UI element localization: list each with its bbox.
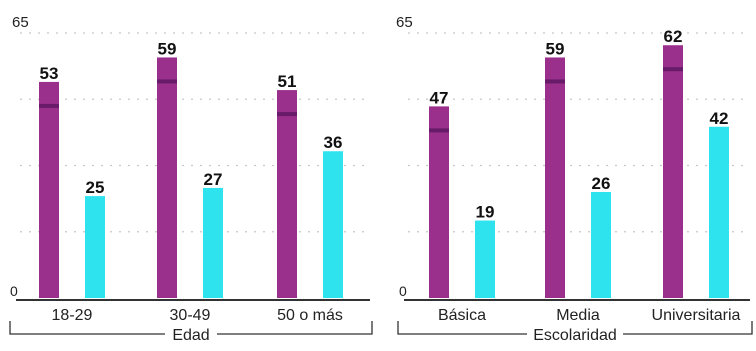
data-label: 36 (324, 133, 343, 152)
x-tick-label: Universitaria (652, 307, 741, 324)
bar-purple-1 (545, 57, 565, 298)
data-label: 59 (546, 39, 565, 58)
data-label: 53 (40, 64, 59, 83)
data-label: 27 (204, 170, 223, 189)
x-axis-title: Edad (172, 327, 209, 344)
data-label: 47 (430, 88, 449, 107)
bar-band-1 (157, 79, 177, 84)
bar-cyan-2 (709, 126, 729, 299)
bar-cyan-2 (323, 151, 343, 298)
bar-purple-0 (429, 106, 449, 298)
bar-purple-2 (663, 45, 683, 298)
bar-cyan-1 (203, 187, 223, 298)
data-label: 19 (476, 203, 495, 222)
bar-cyan-0 (85, 196, 105, 298)
bar-purple-2 (277, 90, 297, 298)
chart-panel-escolaridad: 65 0 47 19 Básica 59 26 Media 62 42 Universitaria E… (396, 14, 753, 344)
data-label: 62 (664, 27, 683, 46)
x-tick-label: 18-29 (52, 307, 93, 324)
data-label: 42 (710, 109, 729, 128)
bar-band-2 (663, 67, 683, 72)
axis-bracket-left (9, 321, 165, 335)
bar-band-0 (39, 103, 59, 108)
axis-bracket-right (217, 321, 373, 335)
axis-bracket-left (397, 321, 527, 335)
y-tick-label-zero: 0 (399, 283, 407, 299)
bar-band-2 (277, 112, 297, 117)
bar-purple-0 (39, 81, 59, 298)
data-label: 59 (158, 39, 177, 58)
y-tick-label-zero: 0 (10, 283, 18, 299)
bar-cyan-1 (591, 192, 611, 298)
bar-cyan-0 (475, 220, 495, 298)
y-tick-label-top: 65 (12, 14, 29, 31)
data-label: 26 (592, 174, 611, 193)
data-label: 51 (278, 72, 297, 91)
x-tick-label: 30-49 (170, 307, 211, 324)
bar-band-1 (545, 79, 565, 84)
chart-panel-edad: 65 0 53 25 18-29 59 27 30-49 51 36 50 o más Edad (9, 14, 373, 344)
x-tick-label: Media (556, 307, 600, 324)
x-tick-label: Básica (438, 307, 486, 324)
x-tick-label: 50 o más (277, 307, 343, 324)
bar-band-0 (429, 128, 449, 133)
data-label: 25 (86, 178, 105, 197)
y-tick-label-top: 65 (396, 14, 413, 31)
x-axis-title: Escolaridad (533, 327, 617, 344)
axis-bracket-right (623, 321, 753, 335)
bar-purple-1 (157, 57, 177, 298)
